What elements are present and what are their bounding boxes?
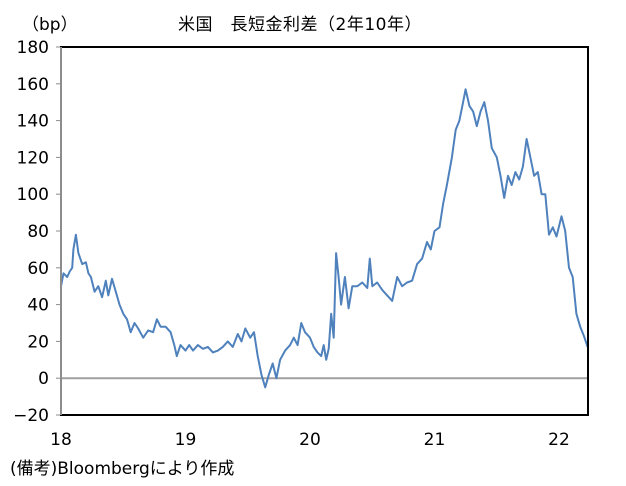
y-tick-label: −20 [13, 406, 49, 426]
y-tick-label: 80 [27, 222, 49, 242]
y-axis-unit-label: （bp） [22, 15, 78, 35]
y-tick-label: 20 [27, 332, 49, 352]
y-tick-label: 160 [17, 75, 49, 95]
x-tick-label: 21 [424, 430, 446, 450]
y-tick-label: 140 [17, 112, 49, 132]
y-tick-label: 60 [27, 259, 49, 279]
y-tick-label: 180 [17, 38, 49, 58]
x-tick-label: 19 [175, 430, 197, 450]
y-tick-label: 0 [38, 369, 49, 389]
y-axis: −20 0 20 40 60 80 100 120 140 160 180 [13, 38, 62, 426]
y-tick-label: 120 [17, 148, 49, 168]
chart-title: 米国 長短金利差（2年10年） [178, 15, 422, 35]
x-tick-label: 22 [548, 430, 570, 450]
y-tick-label: 100 [17, 185, 49, 205]
x-tick-label: 20 [299, 430, 321, 450]
source-note: (備考)Bloombergにより作成 [10, 459, 235, 479]
spread-series-line [60, 88, 589, 389]
x-tick-label: 18 [50, 430, 72, 450]
y-tick-label: 40 [27, 296, 49, 316]
x-axis: 18 19 20 21 22 [50, 430, 570, 450]
plot-area-frame [60, 46, 589, 416]
